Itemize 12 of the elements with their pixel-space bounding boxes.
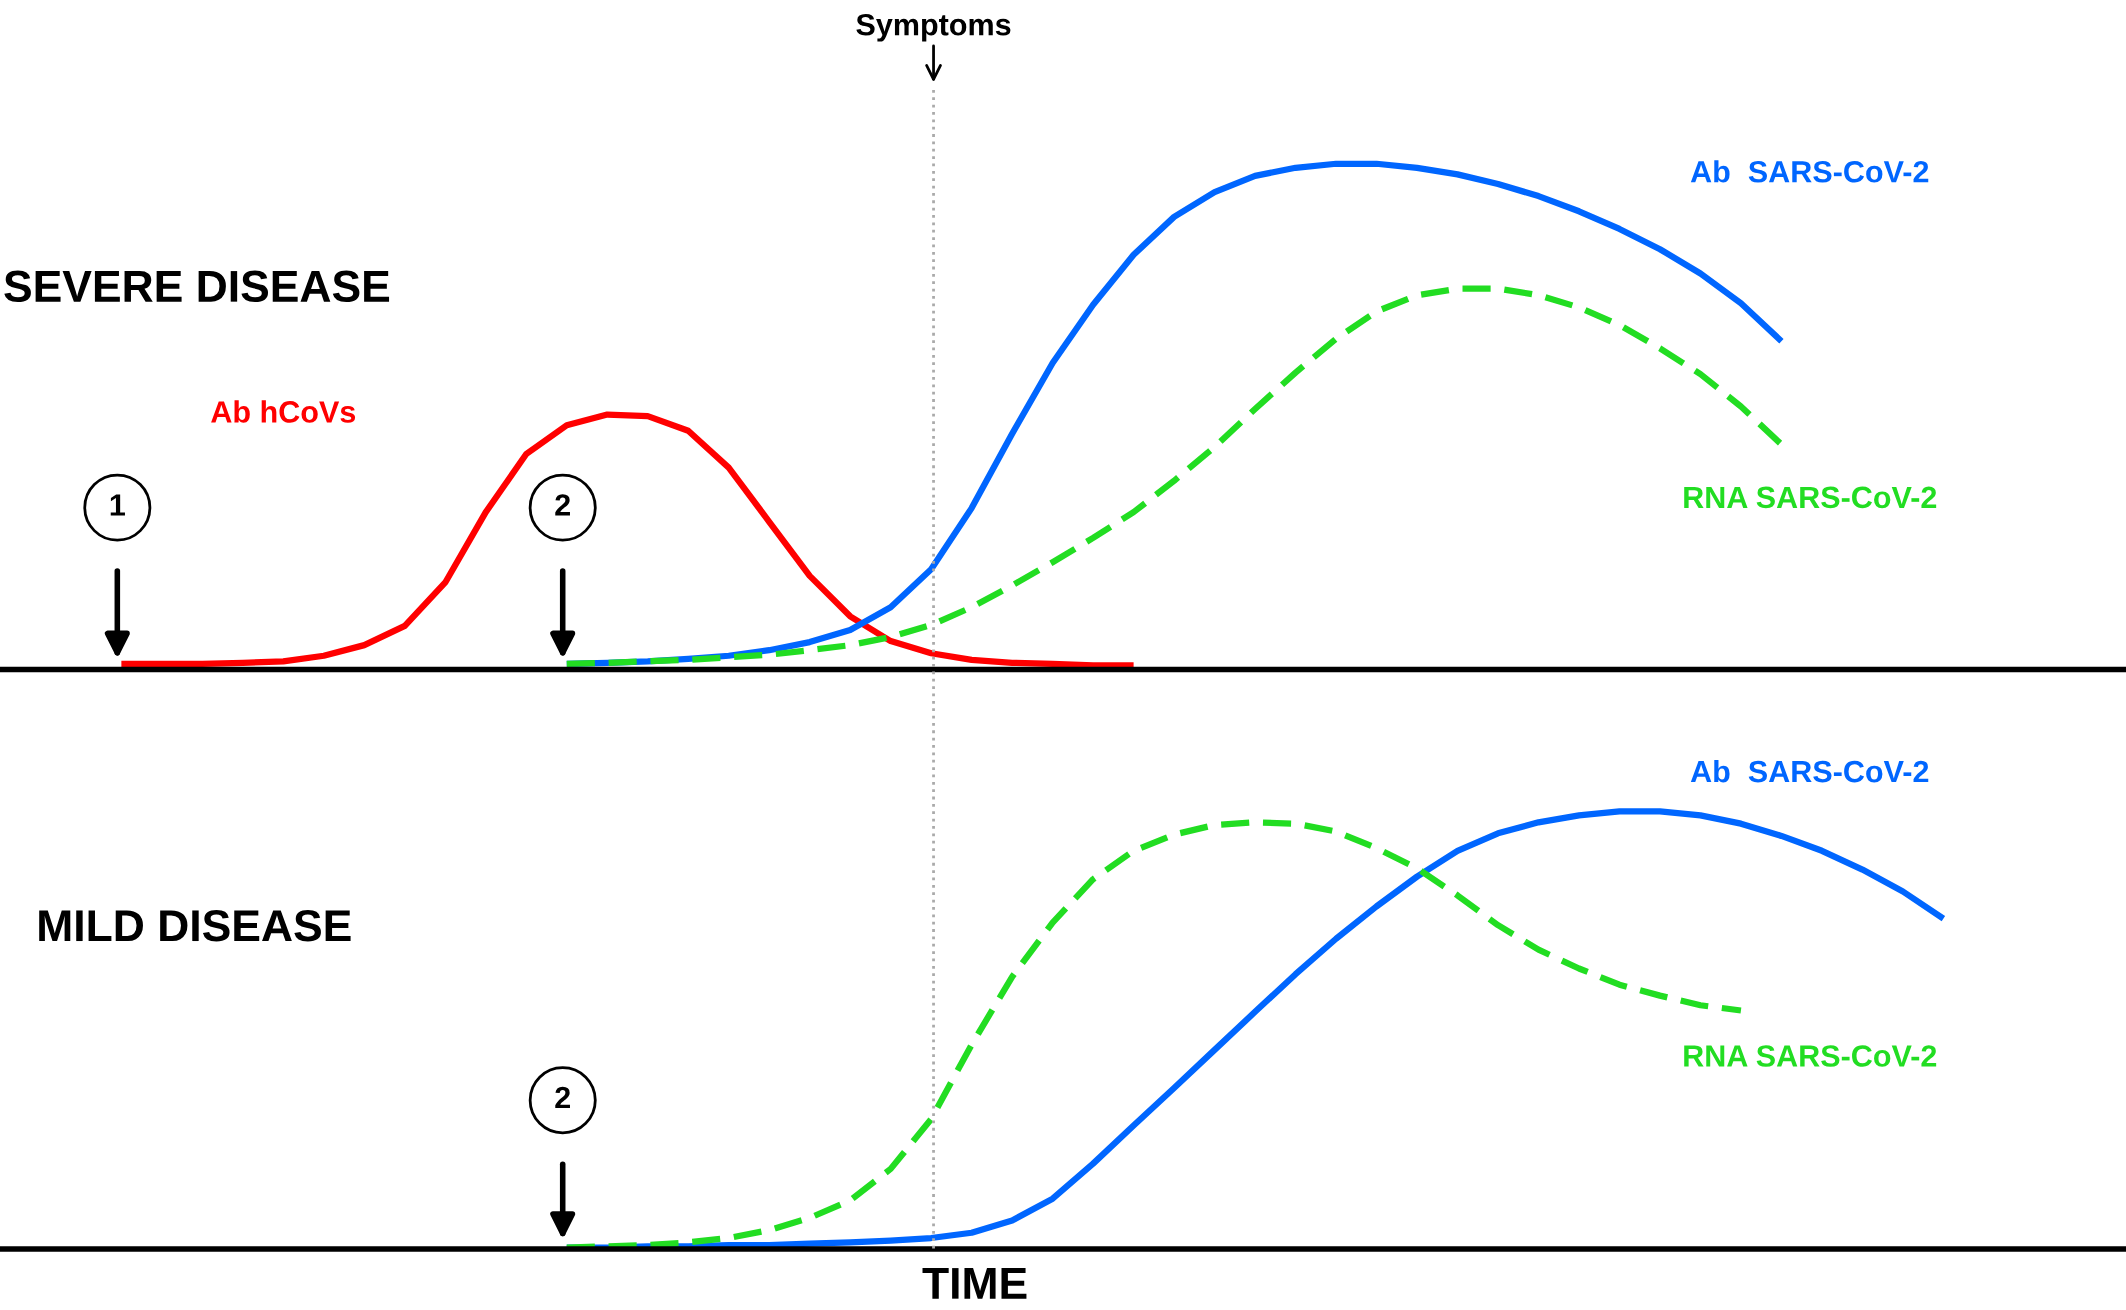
text: MILD DISEASE — [39, 910, 351, 942]
annotation: 1 — [110, 494, 125, 516]
x-axis-title: TIME — [922, 1268, 1027, 1299]
series-label: Ab SARS-CoV-2 — [1690, 759, 1929, 783]
text: SEVERE DISEASE — [4, 270, 390, 303]
series-label: RNA SARS-CoV-2 — [1684, 486, 1937, 509]
series-label: RNA SARS-CoV-2 — [1684, 1045, 1937, 1067]
annotation: 2 — [555, 494, 570, 516]
annotation: 2 — [555, 1086, 570, 1109]
text: Symptoms — [856, 13, 1011, 42]
text: Ab hCoVs — [211, 400, 356, 423]
text: Ab SARS-CoV-2 — [1690, 160, 1929, 183]
